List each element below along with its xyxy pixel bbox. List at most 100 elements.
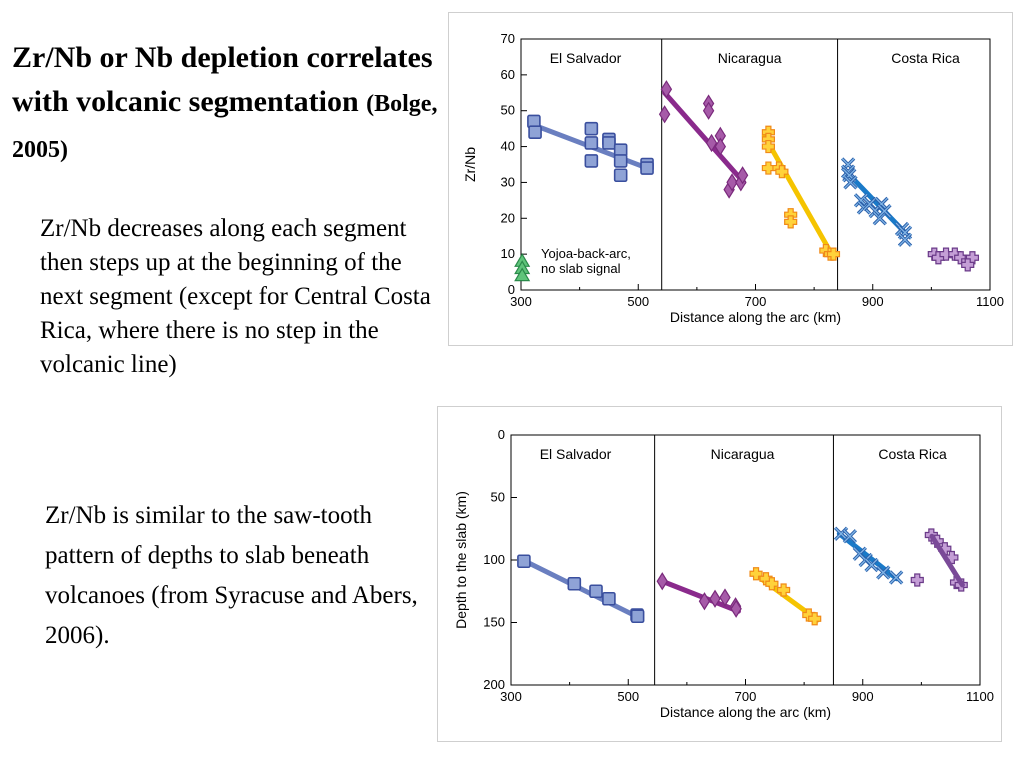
x-point-inner — [865, 558, 879, 572]
plus-point — [961, 258, 975, 272]
depth-trend-line — [929, 533, 965, 588]
zrnb-x-tick-label: 1100 — [976, 294, 1004, 309]
plus-point — [808, 612, 822, 626]
depth-series — [656, 572, 742, 618]
depth-plot-frame — [510, 434, 981, 686]
zrnb-x-axis-label: Distance along the arc (km) — [670, 309, 841, 325]
x-point-inner — [873, 211, 887, 225]
zrnb-series — [761, 125, 841, 261]
square-point — [602, 591, 616, 606]
depth-x-tick-label: 900 — [852, 689, 874, 704]
plus-point — [775, 165, 789, 179]
paragraph-zrnb-similar: Zr/Nb is similar to the saw-tooth patter… — [45, 502, 418, 649]
paragraph-zrnb-decreases: Zr/Nb decreases along each segment then … — [40, 215, 431, 378]
square-point — [613, 154, 628, 168]
depth-series — [749, 567, 822, 626]
zrnb-y-tick-label: 10 — [501, 246, 515, 261]
zrnb-y-tick-label: 40 — [501, 139, 515, 154]
plus-point — [777, 583, 791, 597]
diamond-point — [658, 105, 671, 124]
zrnb-y-axis-label: Zr/Nb — [462, 147, 478, 182]
depth-segment-label: El Salvador — [540, 446, 612, 462]
x-point-inner — [841, 165, 855, 179]
diamond-point — [705, 133, 718, 153]
zrnb-annotation: no slab signal — [541, 261, 621, 276]
diamond-point — [714, 137, 727, 156]
zrnb-y-tick-label: 0 — [508, 282, 515, 297]
x-point-inner — [843, 529, 857, 543]
plus-point — [761, 161, 775, 175]
diamond-point — [698, 592, 711, 611]
plus-point — [965, 251, 980, 265]
zrnb-y-tick-label: 50 — [501, 103, 515, 118]
zrnb-series — [658, 80, 749, 199]
zrnb-segment-label: El Salvador — [550, 50, 622, 66]
slab-depth-chart-frame: El Salvador Nicaragua Costa Rica 300 500 700 9… — [437, 406, 1002, 742]
depth-segment-label: Costa Rica — [878, 446, 947, 462]
zrnb-x-tick-label: 700 — [745, 294, 767, 309]
depth-x-axis-label: Distance along the arc (km) — [660, 704, 831, 720]
depth-y-tick-label: 50 — [491, 490, 505, 505]
square-point — [613, 168, 628, 183]
diamond-point — [719, 588, 731, 607]
zrnb-x-tick-label: 300 — [510, 294, 532, 309]
diamond-point — [730, 599, 742, 618]
x-point-inner — [898, 233, 912, 247]
zrnb-segment-label: Costa Rica — [891, 50, 960, 66]
title-main: Zr/Nb or Nb depletion correlates with vo… — [12, 41, 433, 118]
depth-x-tick-label: 700 — [735, 689, 757, 704]
zrnb-annotation: Yojoa-back-arc, — [541, 246, 631, 261]
x-point-inner — [878, 204, 891, 218]
plus-point — [784, 215, 798, 229]
diamond-point — [726, 173, 738, 192]
x-point-inner — [889, 571, 903, 584]
depth-y-tick-label: 100 — [483, 552, 505, 567]
zrnb-trend-line — [843, 169, 908, 236]
depth-y-tick-label: 0 — [498, 427, 505, 442]
depth-series — [833, 526, 904, 585]
depth-x-tick-label: 1100 — [966, 689, 994, 704]
diamond-point — [702, 101, 715, 120]
zrnb-y-tick-label: 70 — [501, 31, 515, 46]
square-point — [584, 154, 599, 168]
zrnb-trend-line — [761, 133, 835, 257]
depth-y-tick-label: 200 — [483, 677, 505, 692]
square-point — [602, 136, 616, 150]
square-point — [528, 125, 542, 140]
zrnb-series — [927, 247, 980, 272]
depth-series — [517, 554, 645, 624]
depth-segment-label: Nicaragua — [711, 446, 775, 462]
zrnb-series — [514, 253, 531, 282]
x-point-inner — [844, 175, 857, 189]
zrnb-x-tick-label: 500 — [627, 294, 649, 309]
slide-title: Zr/Nb or Nb depletion correlates with vo… — [12, 36, 442, 172]
depth-trend-line — [659, 578, 741, 614]
diamond-point — [660, 80, 673, 99]
zrnb-y-tick-label: 30 — [501, 174, 515, 189]
plus-point — [761, 139, 775, 154]
zrnb-x-tick-label: 900 — [862, 294, 884, 309]
zrnb-segment-label: Nicaragua — [718, 50, 782, 66]
diamond-point — [709, 589, 721, 608]
square-point — [584, 121, 599, 136]
title-citation: (Bolge, 2005) — [12, 91, 438, 163]
square-point — [584, 136, 599, 150]
diamond-point — [736, 166, 749, 185]
square-point — [517, 554, 531, 569]
square-point — [567, 576, 582, 591]
zrnb-chart-frame: El Salvador Nicaragua Costa Rica 300 500 700 9… — [448, 12, 1013, 346]
depth-y-tick-label: 150 — [483, 615, 505, 630]
square-point — [640, 161, 654, 175]
zrnb-y-tick-label: 60 — [501, 67, 515, 82]
plus-point — [765, 577, 779, 591]
plus-point — [826, 247, 841, 261]
plus-point — [910, 573, 924, 587]
square-point — [589, 584, 603, 599]
depth-x-tick-label: 500 — [617, 689, 639, 704]
plus-point — [749, 567, 763, 581]
square-point — [630, 609, 645, 624]
zrnb-trend-line — [662, 90, 747, 185]
x-point-inner — [876, 566, 890, 579]
